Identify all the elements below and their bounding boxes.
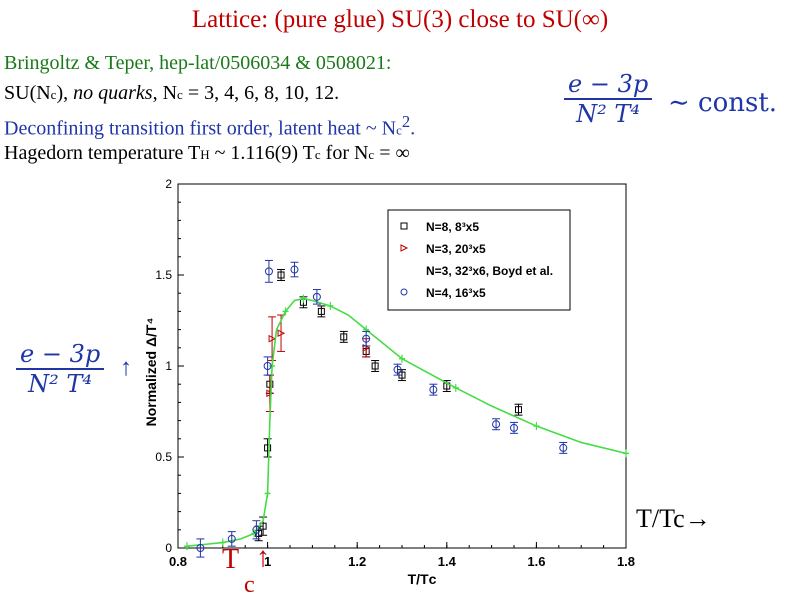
x-tick-label: 0.8: [169, 554, 187, 569]
chart-axes: 0.8 1 1.2 1.4 1.6 1.8 0 0.5 1 1.5 2 T/Tᴄ Normalized …: [143, 177, 635, 587]
data-point: [290, 265, 299, 274]
data-point: [266, 389, 274, 398]
data-point: [362, 334, 371, 343]
data-point: [514, 406, 522, 414]
tc-arrow-icon: ↑: [256, 542, 270, 573]
legend-label: N=3, 32³x6, Boyd et al.: [426, 264, 553, 278]
data-point: [340, 333, 348, 341]
y-axis-label: Normalized Δ/T⁴: [143, 318, 159, 427]
legend-marker: [400, 288, 408, 296]
series-line: [186, 297, 627, 547]
data-point: [268, 334, 277, 343]
data-point: [393, 365, 402, 374]
slide-title: Lattice: (pure glue) SU(3) close to SU(∞…: [191, 6, 609, 33]
y-tick-label: 0.5: [155, 450, 172, 464]
x-tick-label: 1.8: [617, 554, 635, 569]
data-point: [264, 444, 272, 452]
x-axis-label: T/Tᴄ: [408, 571, 437, 587]
su-nc-line: SU(Nc), no quarks, Nc = 3, 4, 6, 8, 10, …: [4, 82, 340, 104]
up-arrow-icon: ↑: [120, 355, 132, 381]
tc-label-c: c: [244, 572, 255, 598]
data-point: [277, 329, 286, 338]
legend-label: N=8, 8³x5: [426, 220, 479, 234]
legend-marker: [400, 222, 408, 230]
data-point: [371, 362, 379, 370]
citation-line: Bringoltz & Teper, hep-lat/0506034 & 050…: [4, 52, 392, 74]
transition-line: Deconfining transition first order, late…: [4, 112, 416, 140]
data-point: [227, 534, 236, 543]
data-point: [252, 525, 261, 534]
y-tick-label: 1: [165, 359, 172, 373]
data-point: [429, 385, 438, 394]
formula-left: e − 3p N² T⁴: [16, 340, 105, 398]
data-point: [264, 267, 273, 276]
legend-marker: [400, 244, 409, 252]
data-point: [196, 544, 205, 552]
y-tick-label: 0: [165, 541, 172, 555]
data-point: [312, 292, 321, 301]
data-point: [492, 420, 501, 429]
legend-label: N=4, 16³x5: [426, 286, 486, 300]
chart-marks: [183, 259, 629, 558]
formula-top: e − 3p N² T⁴: [564, 70, 653, 128]
t-over-tc-label: T/Tc→: [636, 504, 711, 533]
legend-box: [387, 209, 571, 311]
data-point: [263, 362, 272, 370]
x-tick-label: 1: [264, 554, 271, 569]
data-point: [510, 423, 518, 432]
x-tick-label: 1.4: [438, 554, 457, 569]
data-point: [559, 443, 568, 452]
data-point: [317, 307, 325, 315]
const-text: ∼ const.: [668, 88, 778, 118]
data-point: [277, 271, 285, 279]
y-tick-label: 2: [165, 177, 172, 191]
y-tick-label: 1.5: [155, 268, 172, 282]
x-tick-label: 1.6: [527, 554, 545, 569]
hagedorn-line: Hagedorn temperature TH ~ 1.116(9) Tc fo…: [4, 142, 410, 164]
legend-label: N=3, 20³x5: [426, 242, 486, 256]
tc-label-t: T: [222, 544, 240, 575]
chart-legend: N=8, 8³x5 N=3, 20³x5 N=3, 32³x6, Boyd et a…: [387, 209, 571, 311]
x-tick-label: 1.2: [348, 554, 366, 569]
